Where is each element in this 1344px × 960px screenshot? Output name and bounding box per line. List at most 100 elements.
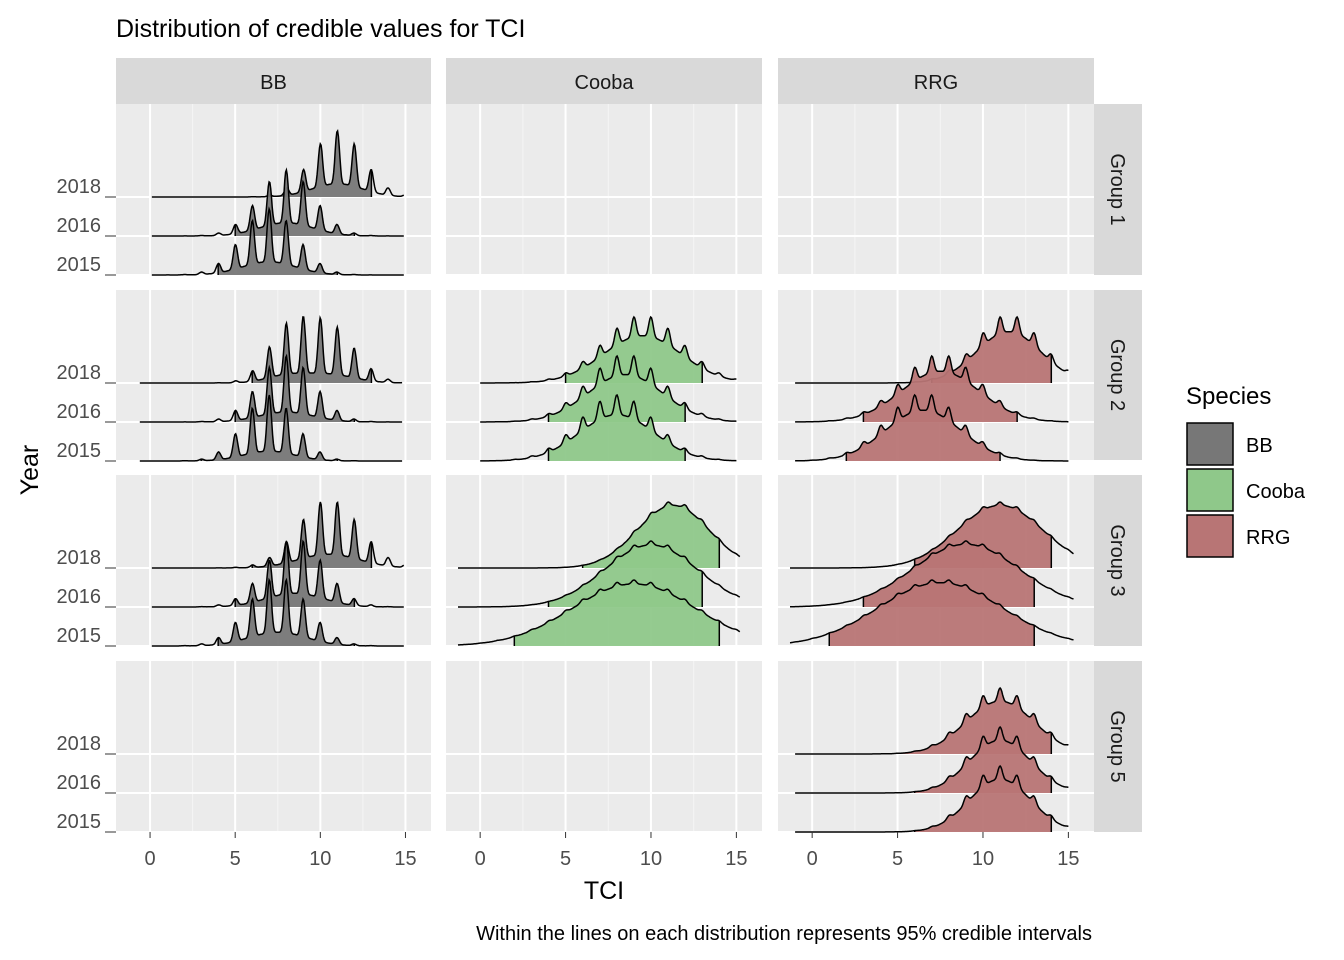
panel-cooba-group-2 (446, 290, 762, 462)
strip-bb (116, 58, 431, 104)
panel-background (116, 104, 431, 275)
ridge-line-rrg-2018 (790, 501, 1074, 569)
x-tick-label-bb-15: 15 (394, 848, 416, 870)
strip-group-1 (1094, 104, 1142, 275)
strip-label-group-2: Group 2 (1106, 339, 1128, 411)
y-tick-label-group-5-2016: 2016 (57, 772, 102, 794)
y-tick-label-group-5-2018: 2018 (57, 733, 102, 755)
strip-label-group-3: Group 3 (1106, 524, 1128, 596)
x-tick-label-bb-5: 5 (230, 848, 241, 870)
ridge-fill-cooba-2015 (548, 395, 686, 461)
ridge-line-bb-2018 (151, 128, 405, 198)
legend-title: Species (1186, 383, 1271, 410)
x-tick-label-rrg-15: 15 (1057, 848, 1079, 870)
strip-label-rrg: RRG (914, 72, 958, 94)
y-tick-label-group-2-2016: 2016 (57, 401, 102, 423)
panel-background (778, 104, 1094, 275)
panel-background (116, 661, 431, 832)
strip-group-5 (1094, 661, 1142, 832)
strip-label-group-5: Group 5 (1106, 710, 1128, 782)
strip-label-cooba: Cooba (575, 72, 635, 94)
x-tick-label-cooba-15: 15 (725, 848, 747, 870)
x-tick-label-rrg-0: 0 (807, 848, 818, 870)
y-tick-label-group-3-2018: 2018 (57, 547, 102, 569)
strip-cooba (446, 58, 762, 104)
y-tick-label-group-2-2018: 2018 (57, 362, 102, 384)
ridge-line-bb-2015 (139, 394, 403, 462)
strip-label-group-1: Group 1 (1106, 153, 1128, 225)
panel-rrg-group-1 (778, 104, 1094, 276)
panel-bb-group-1 (116, 104, 431, 276)
ridge-fill-bb-2015 (201, 395, 338, 461)
y-tick-label-group-3-2015: 2015 (57, 625, 102, 647)
panel-bb-group-3 (116, 475, 431, 647)
ridge-line-cooba-2015 (457, 579, 741, 646)
y-tick-label-group-5-2015: 2015 (57, 811, 102, 833)
x-tick-label-cooba-10: 10 (640, 848, 662, 870)
panel-cooba-group-1 (446, 104, 762, 276)
strip-group-2 (1094, 290, 1142, 460)
ridge-fill-cooba-2015 (514, 580, 720, 646)
strip-label-bb: BB (260, 72, 287, 94)
panel-bb-group-2 (116, 290, 431, 462)
ridge-fill-rrg-2018 (897, 688, 1052, 754)
legend-label-rrg: RRG (1246, 527, 1290, 549)
ridge-fill-rrg-2018 (931, 317, 1052, 383)
ridge-line-cooba-2016 (458, 540, 741, 608)
panel-rrg-group-5 (778, 661, 1094, 833)
ridge-line-cooba-2015 (480, 393, 737, 462)
x-tick-label-bb-0: 0 (144, 848, 155, 870)
y-tick-label-group-1-2018: 2018 (57, 176, 102, 198)
x-tick-label-rrg-10: 10 (972, 848, 994, 870)
ridge-fill-cooba-2016 (548, 356, 686, 422)
y-tick-label-group-2-2015: 2015 (57, 440, 102, 462)
ridge-line-rrg-2016 (795, 725, 1069, 794)
panel-background (116, 475, 431, 646)
ridge-line-rrg-2016 (790, 540, 1074, 608)
ridge-fill-bb-2015 (218, 580, 355, 646)
panel-bb-group-5 (116, 661, 431, 833)
strip-group-3 (1094, 475, 1142, 646)
panel-rrg-group-2 (778, 290, 1094, 462)
y-tick-label-group-1-2015: 2015 (57, 254, 102, 276)
ridge-fill-cooba-2018 (582, 502, 720, 568)
panel-rrg-group-3 (778, 475, 1094, 647)
x-tick-label-bb-10: 10 (309, 848, 331, 870)
panel-cooba-group-5 (446, 661, 762, 833)
chart-title: Distribution of credible values for TCI (116, 15, 525, 43)
ridge-line-bb-2015 (151, 206, 404, 276)
x-tick-label-cooba-0: 0 (475, 848, 486, 870)
y-tick-label-group-1-2016: 2016 (57, 215, 102, 237)
ridge-line-bb-2016 (151, 167, 404, 237)
x-tick-label-rrg-5: 5 (892, 848, 903, 870)
ridge-fill-rrg-2015 (914, 766, 1052, 832)
ridge-line-rrg-2015 (789, 579, 1074, 644)
ridge-fill-rrg-2016 (863, 541, 1035, 607)
legend-key-rrg (1186, 514, 1234, 558)
x-tick-label-cooba-5: 5 (560, 848, 571, 870)
legend-label-bb: BB (1246, 435, 1273, 457)
ridge-line-bb-2016 (139, 353, 403, 423)
ridge-line-bb-2015 (151, 577, 404, 647)
ridge-line-bb-2018 (139, 314, 403, 384)
legend-label-cooba: Cooba (1246, 481, 1306, 503)
ridge-line-cooba-2018 (480, 315, 737, 384)
legend-key-cooba (1186, 468, 1234, 512)
ridge-line-bb-2016 (151, 539, 404, 608)
panel-background (446, 104, 762, 275)
ridge-line-rrg-2015 (795, 764, 1069, 833)
ridge-line-cooba-2016 (480, 354, 737, 423)
ridge-line-bb-2018 (151, 501, 405, 569)
y-tick-label-group-3-2016: 2016 (57, 586, 102, 608)
ridge-line-rrg-2018 (795, 686, 1069, 755)
ridge-line-rrg-2015 (795, 393, 1069, 462)
panel-background (446, 661, 762, 832)
panel-cooba-group-3 (446, 475, 762, 647)
caption: Within the lines on each distribution re… (476, 923, 1092, 945)
ridge-fill-cooba-2018 (565, 317, 703, 383)
y-axis-title: Year (16, 445, 44, 496)
ridge-line-rrg-2016 (795, 354, 1069, 423)
ridge-fill-rrg-2016 (863, 356, 1018, 422)
ridge-fill-rrg-2015 (846, 395, 1001, 461)
